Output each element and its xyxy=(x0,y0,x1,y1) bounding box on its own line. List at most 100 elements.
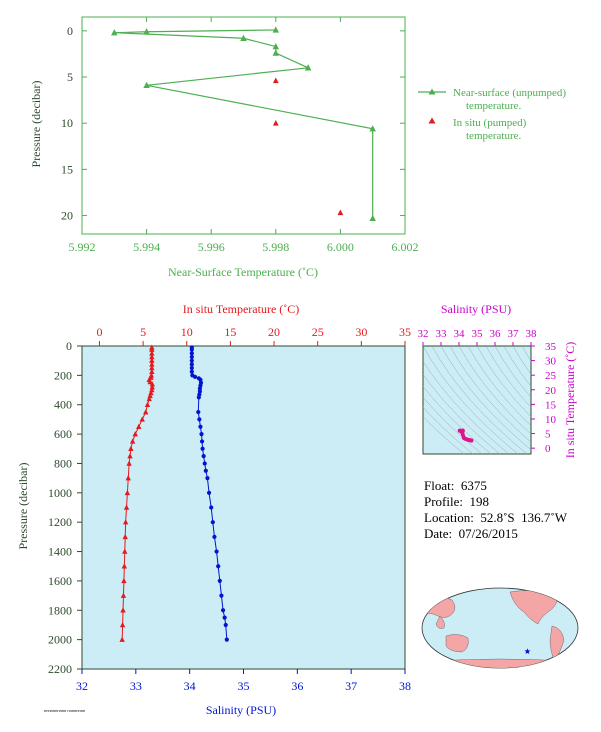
ts-density-contours xyxy=(423,346,531,454)
near-surface-x-axis-label: Near-Surface Temperature (˚C) xyxy=(168,265,318,279)
profile-temperature-tick-label: 10 xyxy=(181,325,193,339)
ts-point xyxy=(469,438,474,443)
profile-salinity-point xyxy=(189,351,194,356)
near-surface-unpumped-point xyxy=(369,125,376,132)
profile-salinity-point xyxy=(192,374,198,379)
ts-salinity-ticks: 32 33 34 35 36 37 38 xyxy=(418,328,537,346)
ts-temperature-tick-label: 5 xyxy=(545,429,551,441)
profile-salinity-point xyxy=(189,354,194,360)
ts-density-contour xyxy=(423,407,474,454)
profile-salinity-point xyxy=(205,476,210,481)
profile-temperature-point xyxy=(120,607,126,613)
ts-density-contour xyxy=(449,346,531,443)
ts-temperature-tick-label: 15 xyxy=(545,399,557,411)
near-surface-plot-area xyxy=(81,16,406,235)
ts-temperature-tick-label: 25 xyxy=(545,370,557,382)
profile-temperature-point xyxy=(129,438,136,444)
near-surface-series xyxy=(111,26,376,222)
profile-pressure-tick-label: 1800 xyxy=(48,603,72,617)
ts-density-contour xyxy=(494,346,531,398)
profile-temperature-point xyxy=(149,354,155,360)
ts-density-contour xyxy=(440,346,531,451)
profile-salinity-tick-label: 33 xyxy=(130,679,142,693)
ts-diagram: 32 33 34 35 36 37 38 0 5 10 15 20 25 30 35 Salinity (… xyxy=(418,302,578,459)
profile-salinity-point xyxy=(200,446,205,451)
near-surface-pumped-point xyxy=(272,119,279,126)
profile-salinity-point xyxy=(212,534,217,539)
ts-salinity-tick-label: 35 xyxy=(472,328,484,340)
ts-density-contour xyxy=(467,346,531,427)
near-surface-unpumped-point xyxy=(304,64,312,71)
ts-density-contour xyxy=(431,346,528,454)
profile-temperature-point xyxy=(149,350,155,356)
ts-points xyxy=(457,428,474,443)
ts-density-contour xyxy=(476,346,531,418)
profile-temperature-tick-label: 25 xyxy=(312,325,324,339)
profile-temperature-point xyxy=(144,401,151,407)
near-surface-unpumped-point xyxy=(143,28,150,35)
ts-y-axis-label: In situ Temperature (˚C) xyxy=(563,342,577,459)
profile-salinity-point xyxy=(219,593,224,598)
profile-salinity-point xyxy=(197,417,202,422)
profile-salinity-point xyxy=(189,358,194,363)
profile-date: Date: 07/26/2015 xyxy=(424,526,518,541)
profile-temperature-point xyxy=(148,372,155,378)
profile-temperature-point xyxy=(149,365,155,371)
ts-temperature-ticks: 0 5 10 15 20 25 30 35 xyxy=(531,341,557,455)
profile-salinity-point xyxy=(196,409,201,415)
profile-chart: 0 5 10 15 20 25 30 35 32 33 34 35 36 37 38 0 200 400 600… xyxy=(16,302,411,717)
profile-salinity-ticks: 32 33 34 35 36 37 38 xyxy=(76,669,411,693)
ts-density-contour xyxy=(423,416,465,454)
near-surface-x-ticks: 5.992 5.994 5.996 5.998 6.000 6.002 xyxy=(69,17,419,254)
legend-label-unpumped-line1: Near-surface (unpumped) xyxy=(453,87,566,99)
profile-temperature-point xyxy=(149,357,155,363)
near-surface-x-tick-label: 5.996 xyxy=(198,240,225,254)
legend-marker-unpumped xyxy=(428,88,436,95)
profile-temperature-point xyxy=(149,384,155,390)
profile-plot-area xyxy=(81,345,406,670)
ts-density-contour xyxy=(503,346,531,387)
profile-temperature-point xyxy=(122,519,129,525)
profile-temperature-tick-label: 5 xyxy=(140,325,146,339)
profile-temperature-point xyxy=(119,636,125,642)
profile-temperature-point xyxy=(149,368,155,374)
profile-temperature-point xyxy=(128,445,134,452)
ts-title: Salinity (PSU) xyxy=(441,302,511,316)
profile-temperature-point xyxy=(132,431,138,437)
profile-salinity-point xyxy=(224,637,229,642)
profile-temperature-tick-label: 35 xyxy=(399,325,411,339)
float-location-star xyxy=(524,648,531,655)
ts-salinity-tick-label: 37 xyxy=(508,328,520,340)
profile-temperature-point xyxy=(127,453,133,459)
profile-temperature-point xyxy=(121,563,128,569)
profile-pressure-tick-label: 1400 xyxy=(48,545,72,559)
profile-salinity-point xyxy=(209,505,214,510)
near-surface-legend: Near-surface (unpumped) temperature. In … xyxy=(418,87,566,142)
profile-temperature-point xyxy=(149,381,155,387)
legend-label-unpumped-line2: temperature. xyxy=(466,100,522,112)
near-surface-y-tick-label: 5 xyxy=(67,70,73,84)
profile-salinity-point xyxy=(189,362,194,367)
profile-pressure-tick-label: 800 xyxy=(54,456,72,470)
profile-salinity-point xyxy=(217,578,222,584)
near-surface-x-tick-label: 6.000 xyxy=(327,240,354,254)
near-surface-pumped-point xyxy=(272,77,279,84)
profile-temperature-point xyxy=(136,423,142,429)
profile-salinity-point xyxy=(189,369,194,374)
float-info: Float: 6375 Profile: 198 Location: 52.8˚… xyxy=(424,478,567,542)
profile-temperature-point xyxy=(143,409,149,415)
profile-temperature-point xyxy=(146,395,152,402)
profile-salinity-tick-label: 34 xyxy=(184,679,196,693)
profile-salinity-point xyxy=(197,386,202,391)
ts-density-contour xyxy=(458,346,531,435)
near-surface-y-tick-label: 10 xyxy=(61,116,73,130)
profile-temperature-ticks: 0 5 10 15 20 25 30 35 xyxy=(96,325,411,346)
near-surface-unpumped-point xyxy=(369,214,376,222)
profile-salinity-series xyxy=(189,345,229,642)
profile-number: Profile: 198 xyxy=(424,494,489,509)
profile-temperature-point xyxy=(124,489,131,496)
near-surface-x-tick-label: 5.992 xyxy=(69,240,96,254)
ts-plot-area xyxy=(422,345,532,455)
profile-salinity-point xyxy=(214,549,219,554)
near-surface-x-tick-label: 5.994 xyxy=(133,240,160,254)
